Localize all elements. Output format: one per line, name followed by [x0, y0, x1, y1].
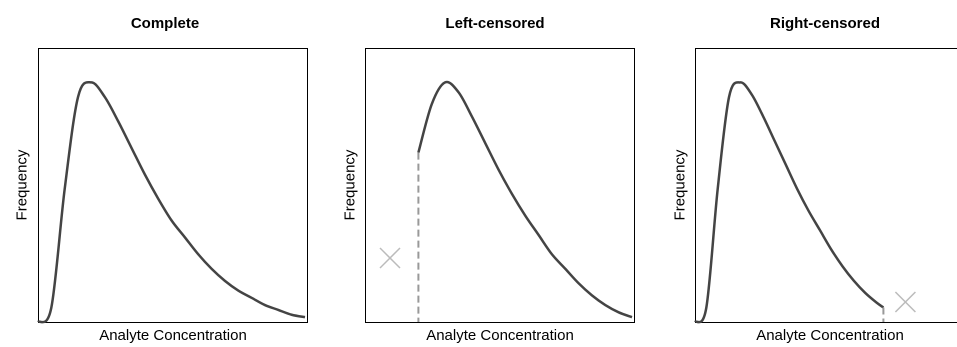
plot-area: [365, 48, 635, 323]
x-axis-label: Analyte Concentration: [756, 327, 904, 344]
density-curve: [694, 81, 885, 324]
plot-area: [695, 48, 957, 323]
plot-area: [38, 48, 308, 323]
density-curve: [37, 80, 306, 324]
chart-title: Left-censored: [445, 15, 545, 32]
censored-cross-marker: [379, 247, 401, 269]
panel-complete: Complete Frequency Analyte Concentration: [5, 0, 325, 347]
density-curve: [417, 80, 633, 319]
x-axis-label: Analyte Concentration: [426, 327, 574, 344]
censored-cross-marker: [894, 291, 916, 313]
panel-right-censored: Right-censored Frequency Analyte Concent…: [665, 0, 957, 347]
x-axis-label: Analyte Concentration: [99, 327, 247, 344]
chart-title: Right-censored: [769, 15, 880, 32]
chart-title: Complete: [130, 15, 200, 32]
panel-left-censored: Left-censored Frequency Analyte Concentr…: [335, 0, 655, 347]
